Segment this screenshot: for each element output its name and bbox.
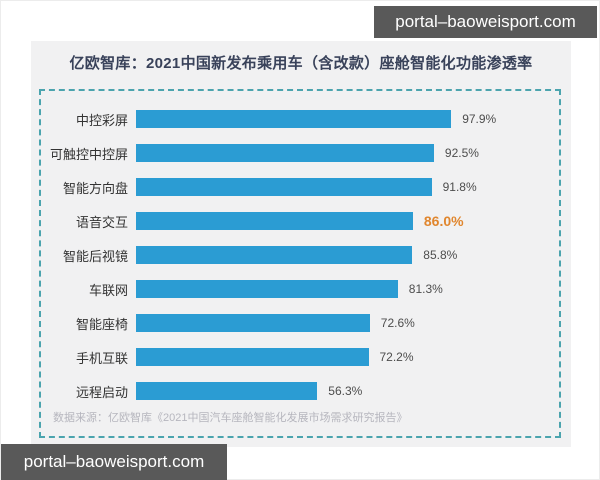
value-label: 85.8% [423,248,458,262]
bar-row: 远程启动 56.3% [41,374,559,408]
category-label: 智能后视镜 [62,248,128,264]
value-label: 72.6% [380,316,415,330]
watermark-top-right: portal–baoweisport.com [374,6,597,38]
category-label: 手机互联 [75,350,128,366]
category-label: 智能座椅 [75,316,128,332]
bar-row: 中控彩屏 97.9% [41,102,559,136]
value-label: 92.5% [444,146,479,160]
category-label: 车联网 [88,282,128,298]
value-label: 72.2% [379,350,414,364]
category-label: 可触控中控屏 [49,146,128,162]
bar [136,348,369,366]
category-label: 智能方向盘 [62,180,128,196]
chart-plot-area: 中控彩屏 97.9% 可触控中控屏 92.5% 智能方向盘 91.8% 语音交互 86.0% 智… [39,89,561,438]
bar-track: 85.8% [136,246,559,264]
bar-track: 56.3% [136,382,559,400]
bar [136,178,432,196]
value-label: 91.8% [442,180,477,194]
bar [136,212,413,230]
category-label: 中控彩屏 [75,112,128,128]
bar-row: 可触控中控屏 92.5% [41,136,559,170]
bar-row: 智能后视镜 85.8% [41,238,559,272]
bar [136,246,413,264]
bar [136,382,318,400]
category-label: 语音交互 [75,214,128,230]
bar-track: 72.2% [136,348,559,366]
bar-track: 92.5% [136,144,559,162]
value-label: 86.0% [423,213,464,229]
bar-row: 智能座椅 72.6% [41,306,559,340]
bar [136,314,370,332]
bar-row: 手机互联 72.2% [41,340,559,374]
bar-track: 72.6% [136,314,559,332]
bar-rows: 中控彩屏 97.9% 可触控中控屏 92.5% 智能方向盘 91.8% 语音交互 86.0% 智… [41,91,559,408]
value-label: 97.9% [462,112,497,126]
bar-track: 91.8% [136,178,559,196]
data-source-note: 数据来源：亿欧智库《2021中国汽车座舱智能化发展市场需求研究报告》 [53,412,408,424]
bar [136,144,434,162]
chart-title: 亿欧智库：2021中国新发布乘用车（含改款）座舱智能化功能渗透率 [69,55,533,72]
bar-row: 语音交互 86.0% [41,204,559,238]
bar [136,280,398,298]
value-label: 56.3% [328,384,363,398]
watermark-bottom-left: portal–baoweisport.com [1,444,227,480]
bar-track: 86.0% [136,212,559,230]
bar-track: 97.9% [136,110,559,128]
value-label: 81.3% [408,282,443,296]
category-label: 远程启动 [75,384,128,400]
bar [136,110,452,128]
bar-row: 智能方向盘 91.8% [41,170,559,204]
bar-row: 车联网 81.3% [41,272,559,306]
chart-card: 亿欧智库：2021中国新发布乘用车（含改款）座舱智能化功能渗透率 中控彩屏 97.… [31,41,571,447]
bar-track: 81.3% [136,280,559,298]
